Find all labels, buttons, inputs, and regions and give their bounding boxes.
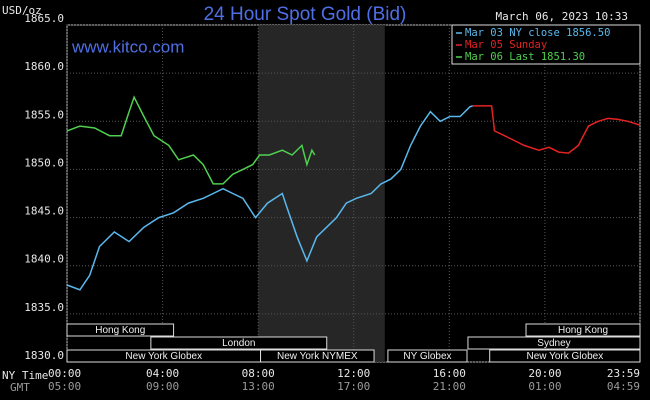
legend-label: Mar 06 Last 1851.30 [465,51,585,63]
plot-area [66,24,641,363]
legend-label: Mar 05 Sunday [465,39,547,51]
timestamp: March 06, 2023 10:33 [496,10,628,23]
price-line [66,105,473,291]
x2-tick-label: 04:59 [607,380,640,393]
session-label: Hong Kong [95,325,145,336]
session-label: Sydney [537,338,570,349]
x2-tick-label: 09:00 [146,380,179,393]
x2-tick-label: 21:00 [433,380,466,393]
session-box [260,349,375,363]
y-tick-label: 1840.0 [24,253,64,266]
y-tick-label: 1865.0 [24,12,64,25]
x-tick-label: 00:00 [48,367,81,380]
x2-axis-label: GMT [10,381,30,394]
x2-tick-label: 13:00 [242,380,275,393]
x2-tick-label: 01:00 [528,380,561,393]
session-box [467,336,641,350]
session-label: Hong Kong [558,325,608,336]
x-axis-label: NY Time [2,369,48,382]
session-label: New York NYMEX [277,351,358,362]
x-tick-label: 12:00 [337,367,370,380]
session-box [489,349,641,363]
y-tick-label: 1860.0 [24,60,64,73]
y-tick-label: 1855.0 [24,108,64,121]
y-tick-label: 1845.0 [24,205,64,218]
session-label: London [222,338,255,349]
x2-tick-label: 05:00 [48,380,81,393]
x2-tick-label: 17:00 [337,380,370,393]
x-tick-label: 20:00 [528,367,561,380]
highlight-band [258,25,385,362]
session-box [387,349,468,363]
price-line [66,95,316,185]
legend-label: Mar 03 NY close 1856.50 [465,27,610,39]
x-tick-label: 04:00 [146,367,179,380]
session-label: NY Globex [403,351,451,362]
session-label: New York Globex [526,351,603,362]
y-tick-label: 1850.0 [24,156,64,169]
x-tick-label: 08:00 [242,367,275,380]
session-box [525,323,641,337]
price-line [472,105,641,154]
chart-title: 24 Hour Spot Gold (Bid) [204,4,407,25]
legend-box [451,24,641,65]
session-label: New York Globex [125,351,202,362]
y-tick-label: 1830.0 [24,349,64,362]
x-tick-label: 16:00 [433,367,466,380]
session-box [150,336,328,350]
session-box [66,323,175,337]
website: www.kitco.com [71,37,184,56]
y-unit: USD/oz [2,4,42,17]
y-tick-label: 1835.0 [24,301,64,314]
x-tick-label: 23:59 [607,367,640,380]
